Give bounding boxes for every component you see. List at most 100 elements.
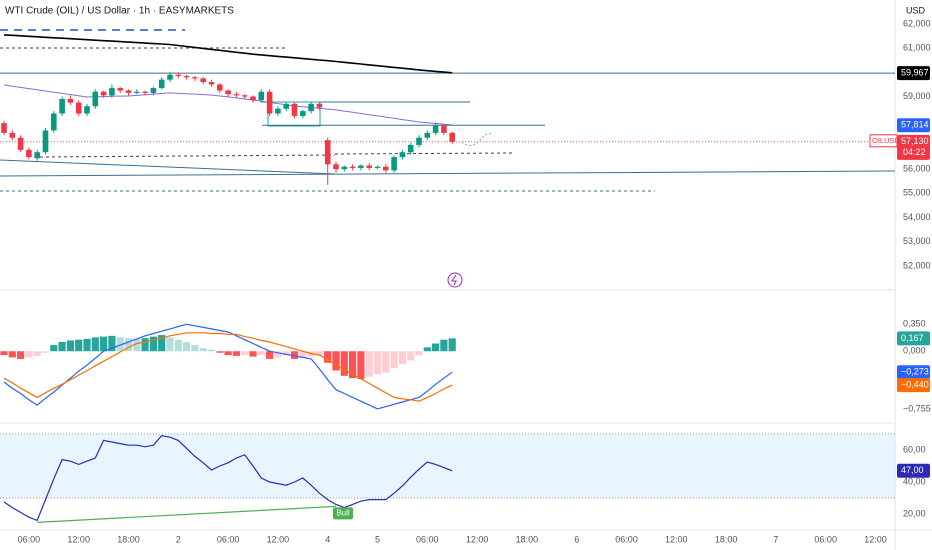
candle-body — [42, 130, 49, 153]
histogram-bar — [50, 345, 58, 352]
x-tick-label: 5 — [375, 534, 380, 544]
histogram-bar — [108, 335, 116, 352]
histogram-bar — [33, 351, 41, 356]
x-tick-label: 7 — [773, 534, 778, 544]
candle-body — [424, 132, 431, 138]
candle-body — [233, 94, 240, 96]
price-tag — [897, 331, 930, 346]
histogram-bar — [448, 338, 456, 352]
histogram-bar — [17, 351, 25, 359]
y-tick-label: 59,000 — [903, 91, 931, 101]
histogram-bar — [0, 351, 8, 356]
candle-body — [241, 95, 248, 97]
histogram-bar — [8, 351, 16, 358]
y-tick-label: 60,00 — [903, 444, 926, 454]
x-tick-label: 2 — [176, 534, 181, 544]
histogram-bar — [332, 351, 340, 371]
histogram-bar — [149, 336, 157, 352]
event-icon[interactable] — [447, 272, 463, 288]
histogram-bar — [75, 339, 83, 352]
y-tick-label: 53,000 — [903, 236, 931, 246]
histogram-bar — [191, 345, 199, 352]
candle-body — [374, 166, 381, 168]
price-tag-label: 57,814 — [901, 120, 929, 130]
candle-body — [134, 91, 140, 93]
candle-body — [51, 113, 57, 131]
candle-body — [125, 90, 132, 93]
drawing-line — [39, 154, 336, 158]
candle-body — [109, 88, 115, 96]
price-tag-label: 59,967 — [901, 68, 929, 78]
histogram-bar — [241, 351, 249, 356]
candle-body — [366, 165, 372, 168]
histogram-bar — [224, 351, 232, 356]
histogram-bar — [382, 351, 390, 373]
candle-body — [183, 75, 190, 78]
y-tick-label: −0,755 — [903, 404, 931, 414]
histogram-bar — [266, 351, 274, 359]
candle-body — [316, 103, 323, 108]
candle-body — [258, 91, 265, 101]
histogram-bar — [290, 351, 299, 359]
candle-body — [142, 91, 148, 93]
x-tick-label: 12:00 — [67, 534, 90, 544]
histogram-bar — [249, 351, 257, 357]
event-icon-bolt — [451, 274, 457, 286]
y-tick-label: 52,000 — [903, 260, 931, 270]
histogram-bar — [432, 343, 440, 352]
histogram-bar — [415, 351, 423, 356]
histogram-bar — [58, 342, 66, 352]
price-tag-label: 0,167 — [901, 333, 924, 343]
histogram-bar — [100, 336, 108, 352]
x-tick-label: 12:00 — [665, 534, 688, 544]
y-tick-label: 54,000 — [903, 212, 931, 222]
histogram-bar — [398, 351, 406, 365]
y-tick-label: 0,000 — [903, 346, 926, 356]
indicator-line — [3, 34, 453, 74]
histogram-bar — [216, 351, 224, 353]
histogram-bar — [158, 335, 166, 352]
x-tick-label: 18:00 — [117, 534, 140, 544]
candle-body — [416, 137, 422, 145]
divergence-line — [37, 505, 337, 523]
y-tick-label: 40,00 — [903, 476, 926, 486]
histogram-bar — [365, 351, 373, 377]
candle-body — [26, 149, 32, 158]
histogram-bar — [141, 338, 149, 352]
candle-body — [1, 123, 7, 133]
candle-body — [283, 103, 289, 109]
candle-body — [275, 108, 281, 114]
projection-arrow — [461, 133, 493, 146]
y-tick-label: 62,000 — [903, 18, 931, 28]
y-tick-label: 20,00 — [903, 508, 926, 518]
annotation-label: Bull — [336, 508, 350, 517]
indicator-line — [3, 332, 453, 402]
candle-body — [391, 157, 397, 171]
x-tick-label: 18:00 — [715, 534, 738, 544]
indicator-line — [3, 84, 453, 126]
histogram-bar — [199, 348, 207, 352]
candle-body — [100, 91, 107, 96]
x-tick-label: 6 — [574, 534, 579, 544]
candle-body — [349, 166, 356, 168]
candle-body — [432, 125, 439, 133]
x-tick-label: 06:00 — [217, 534, 240, 544]
candle-body — [383, 166, 389, 171]
countdown-label: 04:22 — [903, 147, 926, 157]
candle-body — [158, 79, 165, 89]
x-tick-label: 12:00 — [267, 534, 290, 544]
candle-body — [308, 103, 314, 112]
chart-title: WTI Crude (OIL) / US Dollar · 1h · EASYM… — [5, 6, 234, 17]
histogram-bar — [274, 351, 282, 358]
price-tag-label: −0,440 — [901, 379, 929, 389]
candle-body — [341, 166, 348, 170]
histogram-bar — [116, 337, 124, 352]
drawing-box — [267, 101, 321, 127]
price-tag — [897, 134, 930, 160]
candle-body — [75, 102, 82, 114]
histogram-bar — [232, 351, 240, 356]
histogram-bar — [133, 338, 141, 352]
drawing-line — [0, 170, 896, 177]
x-tick-label: 06:00 — [416, 534, 439, 544]
